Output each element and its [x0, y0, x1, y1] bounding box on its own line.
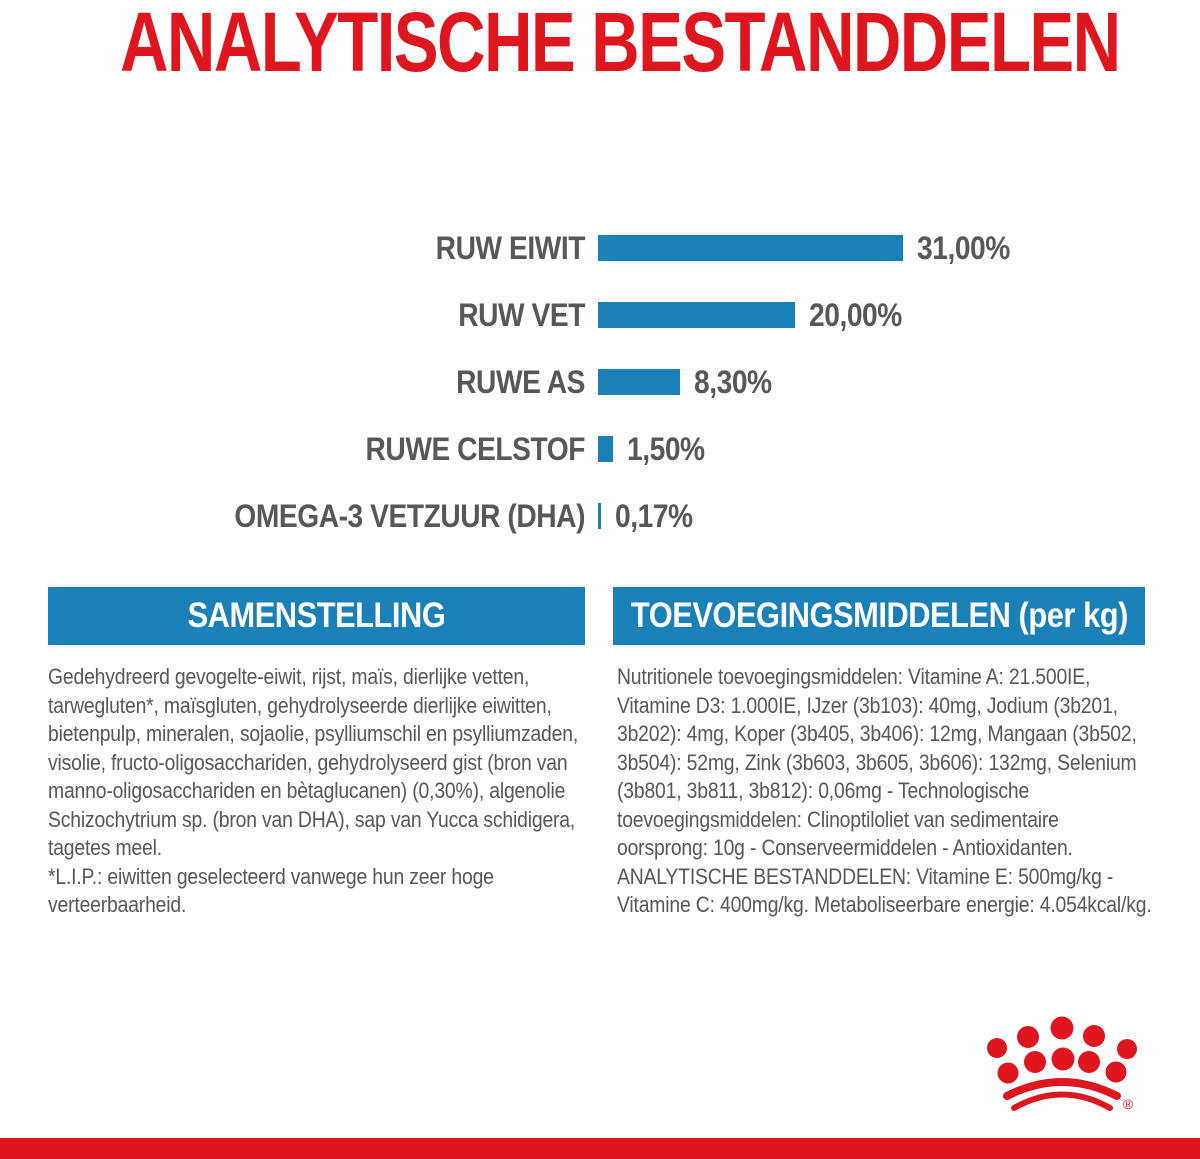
registered-trademark-glyph: ®: [1123, 1096, 1134, 1112]
page-title: ANALYTISCHE BESTANDDELEN: [120, 0, 1121, 89]
composition-ingredients: Gedehydreerd gevogelte-eiwit, rijst, maï…: [48, 664, 579, 860]
chart-category-label: RUW VET: [458, 296, 585, 333]
additives-body: Nutritionele toevoegingsmiddelen: Vitami…: [617, 664, 1152, 917]
additives-header: TOEVOEGINGSMIDDELEN (per kg): [613, 587, 1145, 645]
chart-category-label: OMEGA-3 VETZUUR (DHA): [234, 497, 586, 534]
additives-header-label: TOEVOEGINGSMIDDELEN (per kg): [630, 596, 1128, 635]
composition-header-label: SAMENSTELLING: [187, 596, 446, 635]
additives-text: Nutritionele toevoegingsmiddelen: Vitami…: [617, 663, 1152, 920]
chart-value-label: 1,50%: [627, 430, 705, 467]
chart-category-label: RUW EIWIT: [435, 229, 586, 266]
chart-bar: [598, 235, 903, 261]
chart-value-label: 31,00%: [917, 229, 1010, 266]
chart-row: RUWE AS 8,30%: [0, 360, 1200, 404]
chart-row: RUWE CELSTOF 1,50%: [0, 427, 1200, 471]
chart-bar: [598, 503, 601, 529]
chart-value-label: 8,30%: [694, 363, 772, 400]
chart-row: RUW VET 20,00%: [0, 293, 1200, 337]
composition-header: SAMENSTELLING: [48, 587, 585, 645]
chart-bar: [598, 369, 680, 395]
chart-value-label: 0,17%: [615, 497, 693, 534]
composition-lip-note: *L.I.P.: eiwitten geselecteerd vanwege h…: [48, 863, 494, 918]
chart-value-label: 20,00%: [809, 296, 902, 333]
chart-category-label: RUWE AS: [456, 363, 585, 400]
chart-row: OMEGA-3 VETZUUR (DHA) 0,17%: [0, 494, 1200, 538]
chart-row: RUW EIWIT 31,00%: [0, 226, 1200, 270]
chart-bar: [598, 436, 613, 462]
composition-text: Gedehydreerd gevogelte-eiwit, rijst, maï…: [48, 663, 592, 920]
bottom-red-bar: [0, 1138, 1200, 1159]
chart-category-label: RUWE CELSTOF: [365, 430, 586, 467]
royal-canin-crown-icon: ®: [987, 1016, 1137, 1112]
chart-bar: [598, 302, 795, 328]
